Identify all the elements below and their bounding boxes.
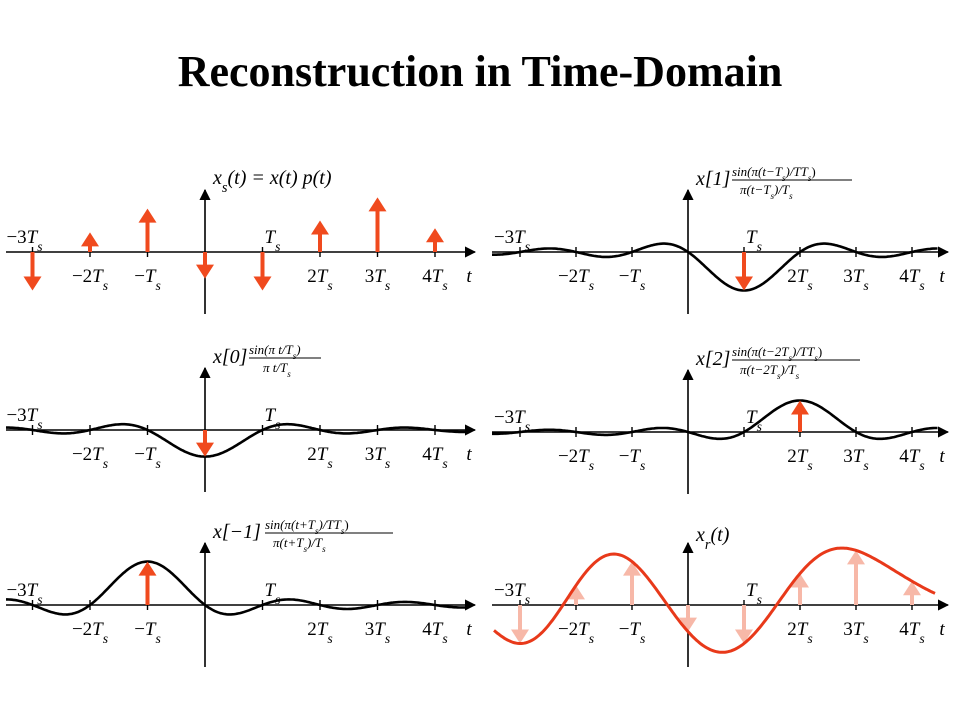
tick-label: 2Ts [307, 444, 332, 471]
panel-term-2: −3Ts −2Ts −Ts Ts 2Ts 3Ts 4Ts t x[2] sin(π(t−2Ts)/… [492, 344, 950, 494]
sample-stem-head [253, 276, 272, 291]
tick-label: 4Ts [899, 446, 924, 473]
tick-label: −2Ts [558, 619, 594, 646]
fraction-numerator: sin(π(t−2Ts)/TTs) [732, 344, 822, 363]
tick-label: 4Ts [422, 619, 447, 646]
tick-label: −2Ts [72, 266, 108, 293]
faded-sample-stem-head [847, 550, 865, 565]
faded-sample-stem-head [735, 629, 753, 644]
tick-label: 4Ts [422, 266, 447, 293]
tick-label: Ts [746, 407, 762, 434]
tick-label: −Ts [619, 266, 646, 293]
axis-label-t: t [466, 619, 472, 640]
sample-stem-head [81, 232, 99, 247]
tick-label: −3Ts [494, 407, 530, 434]
tick-label: −Ts [134, 444, 161, 471]
sinc-curve [6, 422, 465, 458]
tick-label: −Ts [619, 619, 646, 646]
fraction-numerator: sin(π(t−Ts)/TTs) [732, 164, 816, 183]
sample-stem-head [735, 276, 753, 291]
page-title: Reconstruction in Time-Domain [177, 47, 783, 96]
sample-stem-head [196, 264, 214, 279]
panel-sampled: −3Ts −2Ts −Ts Ts 2Ts 3Ts 4Ts t xs(t) = x(t) p(t) [6, 167, 477, 314]
tick-label: −Ts [134, 266, 161, 293]
tick-label: −2Ts [558, 446, 594, 473]
panel-label: xs(t) = x(t) p(t) [212, 167, 332, 196]
fraction-denominator: π(t+Ts)/Ts [273, 535, 326, 554]
tick-label: 3Ts [843, 266, 868, 293]
tick-label: 4Ts [899, 266, 924, 293]
sample-stem-head [138, 561, 157, 576]
panel-label: x[2] [695, 348, 730, 370]
tick-label: 2Ts [787, 266, 812, 293]
reconstructed-curve [493, 546, 936, 654]
tick-label: −3Ts [6, 405, 42, 432]
axis-label-t: t [466, 444, 472, 465]
panel-label: xr(t) [695, 524, 730, 553]
tick-label: −Ts [134, 619, 161, 646]
faded-sample-stem-head [511, 629, 529, 644]
sample-stem-head [311, 220, 329, 235]
panel-label: x[0] [212, 346, 247, 368]
tick-label: −Ts [619, 446, 646, 473]
tick-label: −3Ts [6, 580, 42, 607]
tick-label: −2Ts [72, 619, 108, 646]
faded-sample-stem-head [679, 617, 697, 632]
sample-stem-head [426, 228, 444, 243]
tick-label: −2Ts [558, 266, 594, 293]
tick-label: 3Ts [843, 619, 868, 646]
fraction-denominator: π(t−2Ts)/Ts [740, 362, 800, 381]
panel-label: x[−1] [212, 521, 261, 543]
panel-label: x[1] [695, 168, 730, 190]
tick-label: Ts [746, 227, 762, 254]
tick-label: 2Ts [787, 619, 812, 646]
axis-label-t: t [939, 266, 945, 287]
tick-label: −3Ts [494, 580, 530, 607]
tick-label: 2Ts [307, 266, 332, 293]
sinc-curve [492, 399, 938, 441]
sample-stem-head [138, 208, 157, 223]
tick-label: −3Ts [494, 227, 530, 254]
panel-reconstructed: −3Ts −2Ts −Ts Ts 2Ts 3Ts 4Ts t xr(t) [492, 524, 950, 667]
fraction-denominator: π t/Ts [263, 360, 291, 379]
panel-term-1: −3Ts −2Ts −Ts Ts 2Ts 3Ts 4Ts t x[1] sin(π(t−Ts)/T… [492, 164, 950, 314]
sinc-curve [492, 242, 938, 292]
tick-label: 2Ts [307, 619, 332, 646]
sample-stem-head [368, 197, 387, 212]
axis-label-t: t [939, 446, 945, 467]
axis-label-t: t [939, 619, 945, 640]
tick-label: 3Ts [365, 619, 390, 646]
faded-sample-stem-head [567, 585, 585, 600]
panel-term-minus1: −3Ts −2Ts −Ts Ts 2Ts 3Ts 4Ts t x[−1] sin(π(t+Ts)/… [6, 517, 477, 667]
tick-label: 4Ts [422, 444, 447, 471]
tick-label: 3Ts [843, 446, 868, 473]
sample-stem-head [791, 400, 809, 415]
faded-sample-stem-head [623, 561, 641, 576]
tick-label: 3Ts [365, 266, 390, 293]
sample-stem-head [196, 442, 214, 457]
sinc-curve [6, 560, 465, 616]
faded-sample-stem-head [903, 581, 921, 596]
tick-label: 2Ts [787, 446, 812, 473]
tick-label: −2Ts [72, 444, 108, 471]
fraction-numerator: sin(π(t+Ts)/TTs) [265, 517, 349, 536]
tick-label: Ts [746, 580, 762, 607]
fraction-denominator: π(t−Ts)/Ts [740, 182, 793, 201]
axis-label-t: t [466, 266, 472, 287]
tick-label: Ts [265, 580, 281, 607]
tick-label: 4Ts [899, 619, 924, 646]
tick-label: 3Ts [365, 444, 390, 471]
tick-label: −3Ts [6, 227, 42, 254]
faded-sample-stem-head [791, 573, 809, 588]
fraction-numerator: sin(π t/Ts) [249, 342, 301, 361]
tick-label: Ts [265, 227, 281, 254]
sample-stem-head [23, 276, 42, 291]
